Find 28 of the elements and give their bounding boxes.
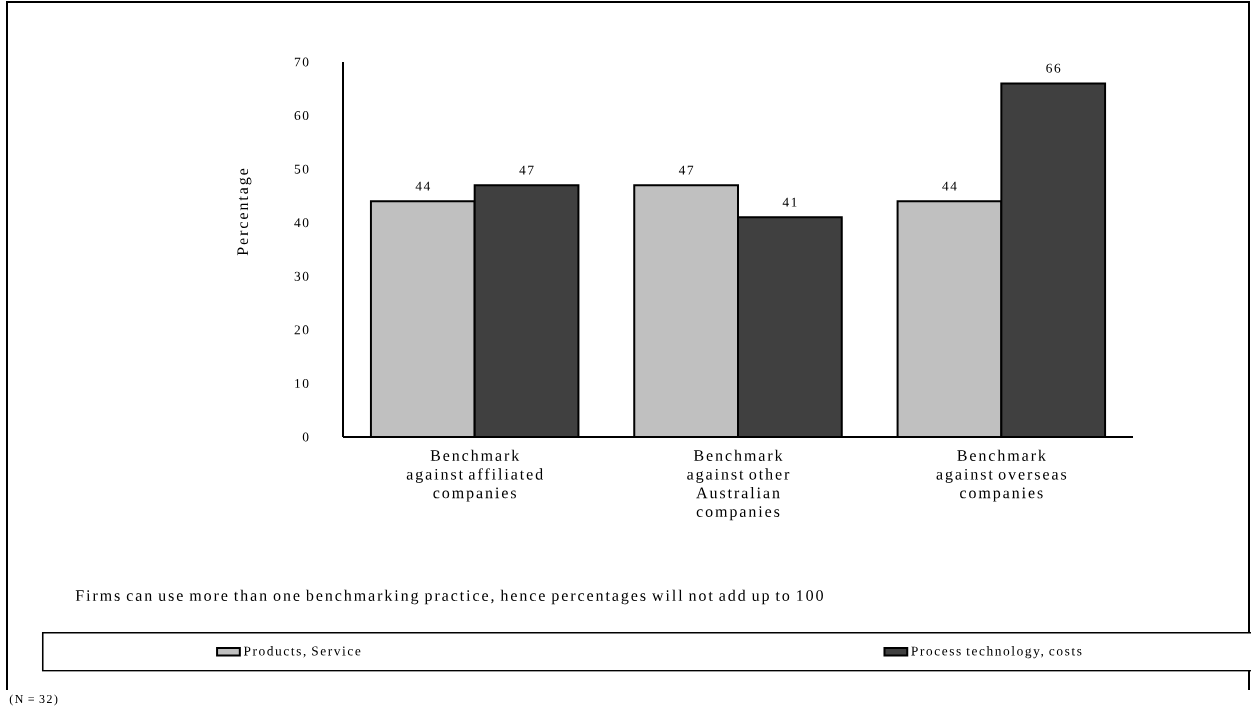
legend-label: Process technology, costs bbox=[911, 646, 1082, 659]
x-tick-label: Benchmark against overseas companies bbox=[936, 449, 1067, 502]
data-label: 66 bbox=[1046, 63, 1061, 73]
text: Firms can use more than one benchmarking practice, hence percentages will not add up to 100 bbox=[75, 589, 823, 605]
bar bbox=[896, 200, 1003, 437]
y-tick-label: 40 bbox=[294, 218, 309, 228]
data-label: 44 bbox=[942, 181, 957, 191]
bar bbox=[1000, 82, 1107, 437]
y-tick-label: 70 bbox=[294, 57, 309, 67]
y-tick-label: 60 bbox=[294, 111, 309, 121]
y-axis-title: Percentage bbox=[237, 168, 252, 256]
y-tick-label: 50 bbox=[294, 164, 309, 174]
legend-label: Products, Service bbox=[243, 646, 361, 658]
y-tick-label: 30 bbox=[294, 271, 309, 281]
data-label: 41 bbox=[782, 197, 797, 207]
data-label: 44 bbox=[415, 181, 431, 191]
bar bbox=[738, 217, 842, 437]
bar bbox=[474, 185, 579, 437]
data-label: 47 bbox=[519, 165, 534, 175]
text: (N = 32) bbox=[9, 694, 58, 706]
bar bbox=[634, 185, 738, 437]
y-tick-label: 0 bbox=[302, 432, 309, 442]
y-tick-label: 20 bbox=[294, 325, 309, 335]
bar bbox=[370, 201, 475, 437]
y-tick-label: 10 bbox=[295, 378, 309, 388]
x-tick-label: Benchmark against other Australian companies bbox=[687, 449, 790, 521]
x-tick-label: Benchmark against affiliated companies bbox=[406, 449, 543, 502]
data-label: 47 bbox=[678, 165, 694, 175]
